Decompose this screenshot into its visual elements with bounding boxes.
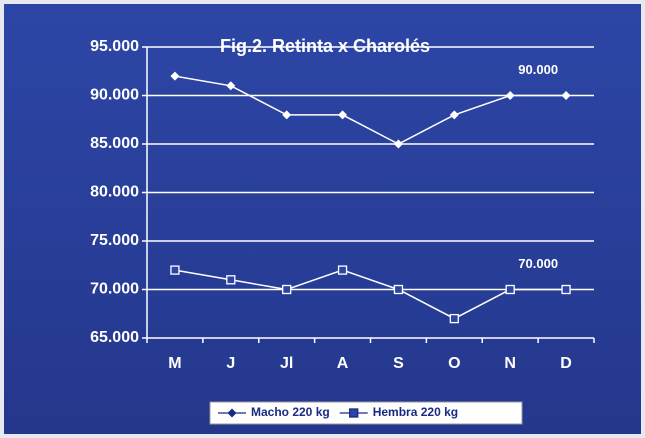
x-tick-label: D [560, 355, 572, 372]
marker [349, 408, 359, 418]
x-tick-label: N [504, 355, 516, 372]
legend-label: Macho 220 kg [251, 405, 330, 419]
chart-title: Fig.2. Retinta x Charolés [220, 36, 430, 56]
y-tick-label: 90.000 [90, 87, 139, 104]
y-tick-label: 75.000 [90, 232, 139, 249]
series-line [174, 75, 567, 145]
annotation: 90.000 [518, 62, 558, 77]
marker [337, 265, 348, 275]
marker [226, 275, 236, 285]
x-tick-label: A [337, 355, 349, 372]
marker [282, 284, 292, 295]
marker [227, 408, 237, 418]
background [4, 4, 641, 434]
marker [505, 91, 515, 100]
marker [282, 110, 292, 120]
marker [505, 284, 515, 295]
marker [170, 71, 180, 81]
y-tick-label: 85.000 [90, 135, 139, 152]
marker [393, 139, 403, 149]
y-tick-label: 65.000 [90, 329, 139, 346]
x-tick-label: Jl [280, 355, 293, 372]
x-tick-label: S [393, 355, 404, 372]
y-tick-label: 80.000 [90, 184, 139, 201]
marker [226, 81, 236, 91]
x-tick-label: M [168, 355, 181, 372]
marker [449, 313, 459, 324]
marker [449, 110, 459, 120]
x-tick-label: J [226, 355, 235, 372]
x-tick-label: O [448, 355, 460, 372]
y-tick-label: 95.000 [90, 38, 139, 55]
marker [561, 284, 571, 295]
y-tick-label: 70.000 [90, 281, 139, 298]
marker [170, 265, 180, 275]
marker [561, 91, 571, 100]
series-line [174, 269, 567, 320]
legend: Macho 220 kg Hembra 220 kg [209, 401, 523, 425]
annotation: 70.000 [518, 256, 558, 271]
marker [338, 110, 348, 120]
legend-label: Hembra 220 kg [373, 405, 458, 419]
marker [393, 284, 404, 295]
